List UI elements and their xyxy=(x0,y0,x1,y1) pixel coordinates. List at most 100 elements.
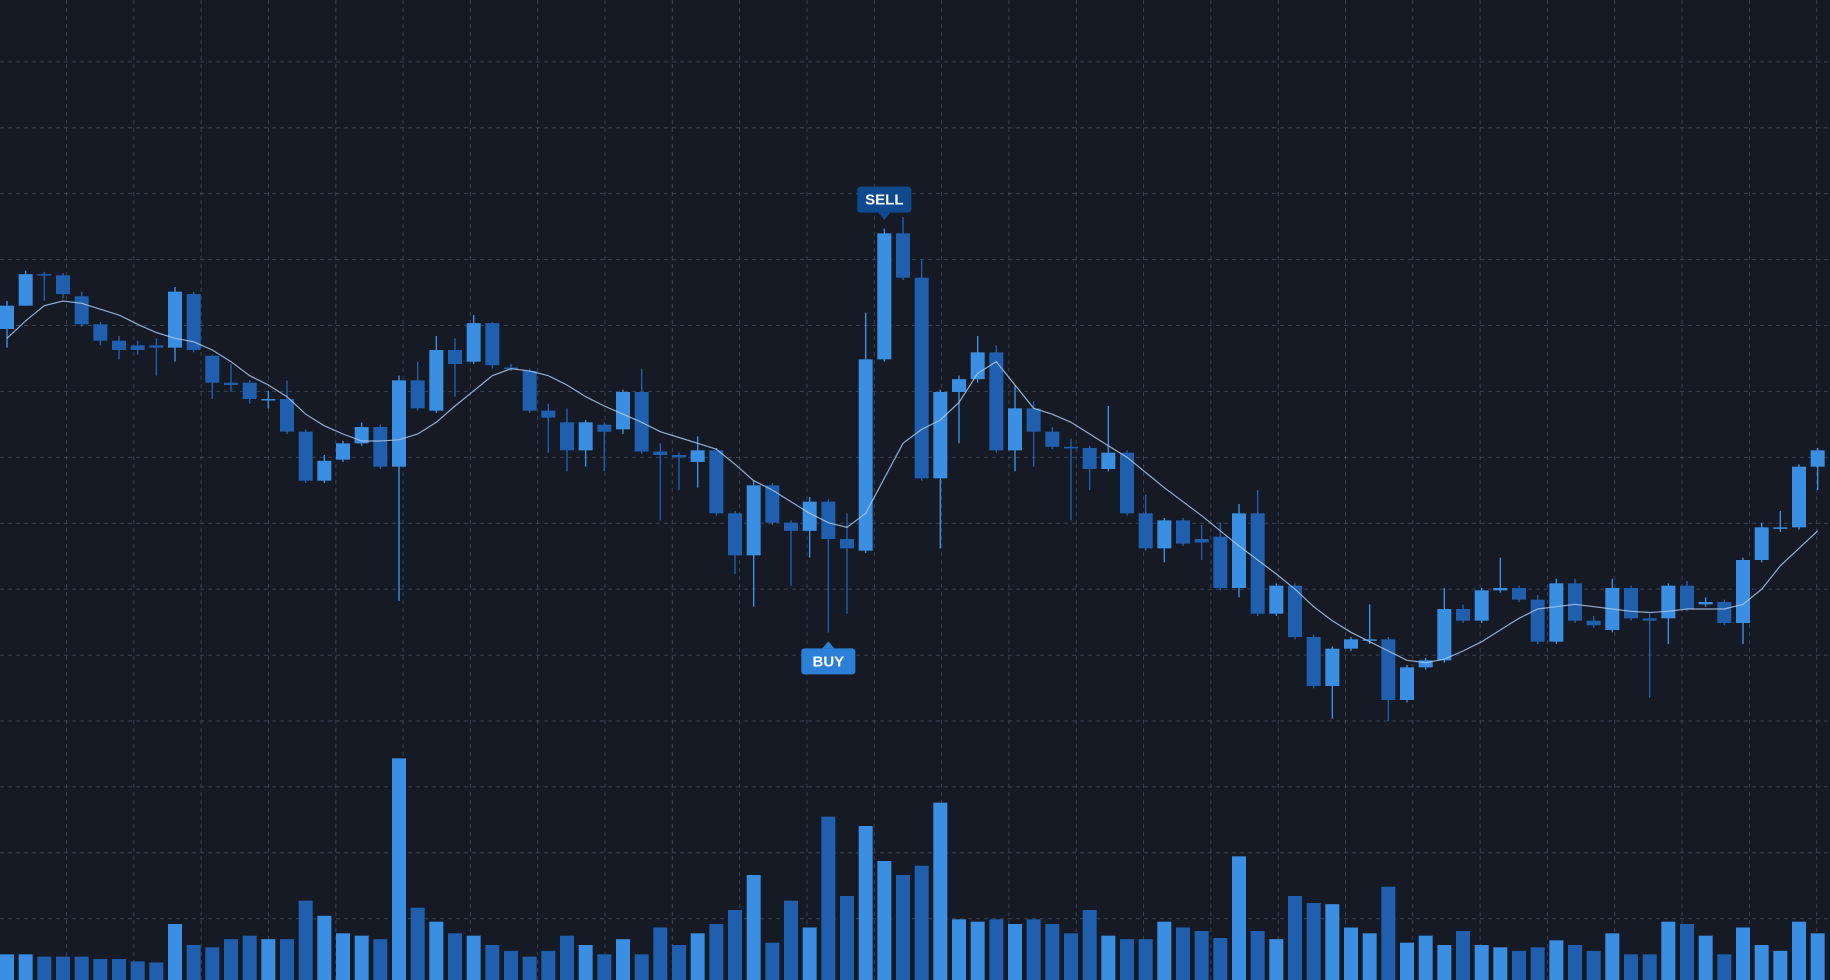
volume-bar xyxy=(877,861,892,980)
candle-body xyxy=(1530,599,1545,642)
candle-body xyxy=(1120,452,1134,514)
candle-body xyxy=(149,345,164,348)
volume-bar xyxy=(1362,933,1377,980)
volume-bar xyxy=(0,954,14,980)
candle-body xyxy=(205,355,220,383)
candle-body xyxy=(746,485,761,556)
volume-bar xyxy=(933,802,948,980)
volume-bar xyxy=(1176,927,1190,980)
volume-bar xyxy=(802,927,817,980)
candle-body xyxy=(1288,585,1302,637)
candle-body xyxy=(485,323,500,366)
volume-bar xyxy=(1306,903,1321,980)
volume-bar xyxy=(840,896,854,980)
volume-bar xyxy=(765,942,780,980)
candle-body xyxy=(578,422,593,451)
volume-bar xyxy=(728,910,742,980)
volume-bar xyxy=(130,961,145,980)
candle-body xyxy=(130,345,145,350)
candle-body xyxy=(317,460,332,481)
volume-bar xyxy=(242,935,257,980)
candle-body xyxy=(1232,513,1246,588)
volume-bar xyxy=(672,945,686,980)
volume-bar xyxy=(1624,954,1638,980)
candle-body xyxy=(261,399,276,401)
candle-body xyxy=(1157,520,1172,549)
candle-body xyxy=(1306,637,1321,686)
candle-body xyxy=(933,392,948,479)
volume-bar xyxy=(1400,942,1414,980)
volume-bar xyxy=(1530,947,1545,980)
candle-body xyxy=(1344,639,1358,649)
candle-body xyxy=(1717,602,1732,623)
volume-bar xyxy=(1456,931,1470,980)
volume-bar xyxy=(1568,945,1582,980)
volume-bar xyxy=(1138,939,1153,980)
candle-body xyxy=(784,522,798,531)
volume-bar xyxy=(970,921,985,980)
candle-body xyxy=(1624,588,1638,619)
candle-body xyxy=(242,382,257,399)
volume-bar xyxy=(634,954,649,980)
candle-body xyxy=(1773,527,1788,529)
candle-body xyxy=(728,513,742,556)
volume-bar xyxy=(914,865,929,980)
volume-bar xyxy=(1325,904,1340,980)
volume-bar xyxy=(1661,921,1676,980)
candle-body xyxy=(597,424,612,432)
candle-body xyxy=(1680,585,1694,609)
candle-body xyxy=(877,233,892,360)
candle-body xyxy=(1736,560,1750,623)
candle-body xyxy=(1176,520,1190,544)
volume-bar xyxy=(1101,935,1116,980)
volume-bar xyxy=(858,826,873,980)
volume-bar xyxy=(1120,939,1134,980)
volume-bar xyxy=(1269,939,1284,980)
volume-bar xyxy=(1754,945,1769,980)
volume-bar xyxy=(224,939,238,980)
volume-bar xyxy=(1026,919,1041,980)
volume-bar xyxy=(1736,927,1750,980)
candle-body xyxy=(672,455,686,458)
candle-body xyxy=(429,350,444,411)
volume-bar xyxy=(336,933,350,980)
volume-bar xyxy=(1493,947,1508,980)
candle-body xyxy=(1325,648,1340,686)
volume-bar xyxy=(746,875,761,980)
volume-bar xyxy=(690,933,705,980)
candle-body xyxy=(1362,639,1377,641)
candle-body xyxy=(821,501,836,539)
candle-body xyxy=(896,233,910,278)
candle-body xyxy=(168,291,182,348)
candle-body xyxy=(1026,408,1041,432)
candle-body xyxy=(37,274,52,276)
candle-body xyxy=(112,340,126,350)
annotation-box xyxy=(801,648,856,675)
volume-bar xyxy=(410,907,425,980)
volume-bar xyxy=(1064,933,1078,980)
candle-body xyxy=(392,380,406,467)
annotation-box xyxy=(857,186,912,213)
volume-bar xyxy=(1586,950,1601,980)
volume-bar xyxy=(373,939,388,980)
volume-bar xyxy=(93,959,108,980)
candle-body xyxy=(522,371,537,411)
candle-body xyxy=(1008,408,1022,451)
candle-body xyxy=(560,422,574,451)
candle-body xyxy=(1474,590,1489,621)
volume-bar xyxy=(261,939,276,980)
candle-body xyxy=(1698,602,1713,605)
volume-bar xyxy=(74,956,89,980)
candle-body xyxy=(1418,660,1433,668)
candle-body xyxy=(690,450,705,462)
candle-body xyxy=(466,323,481,362)
candle-body xyxy=(840,539,854,549)
candle-body xyxy=(653,451,668,455)
volume-bar xyxy=(1698,935,1713,980)
candle-body xyxy=(616,392,630,430)
volume-bar xyxy=(784,900,798,980)
candle-body xyxy=(1381,639,1396,700)
volume-bar xyxy=(597,954,612,980)
